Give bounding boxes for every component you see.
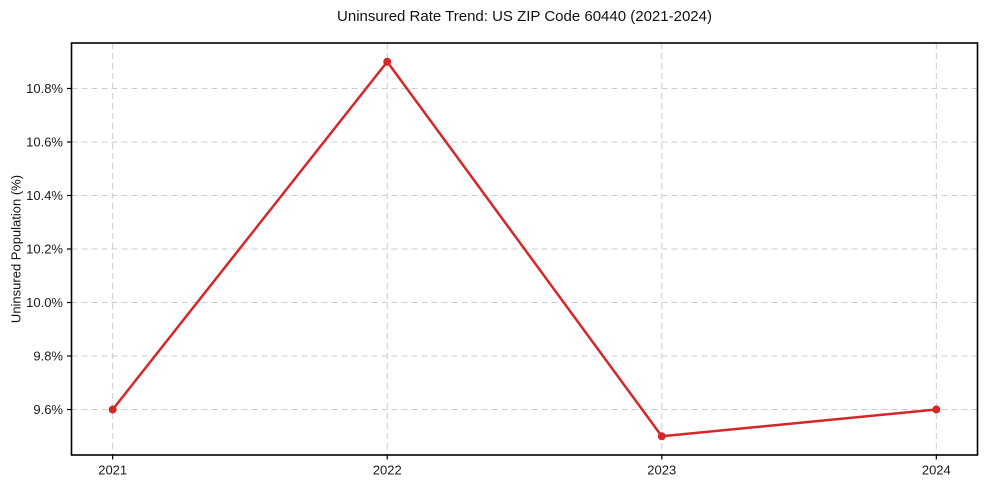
x-tick-label: 2023 <box>647 463 676 478</box>
data-point-2022 <box>383 57 392 66</box>
chart-title: Uninsured Rate Trend: US ZIP Code 60440 … <box>337 8 712 25</box>
y-tick-label: 10.2% <box>26 242 63 257</box>
x-tick-label: 2024 <box>922 463 951 478</box>
y-tick-label: 9.6% <box>33 402 63 417</box>
y-tick-label: 10.4% <box>26 188 63 203</box>
y-tick-label: 9.8% <box>33 349 63 364</box>
data-point-2023 <box>657 432 666 441</box>
data-point-2024 <box>932 405 941 414</box>
grid-lines <box>71 43 978 455</box>
x-tick-label: 2022 <box>373 463 402 478</box>
y-axis: 9.6% 9.8% 10.0% 10.2% 10.4% 10.6% 10.8% <box>26 81 72 417</box>
data-line <box>111 60 938 438</box>
y-tick-label: 10.6% <box>26 135 63 150</box>
y-tick-label: 10.8% <box>26 81 63 96</box>
x-tick-label: 2021 <box>98 463 127 478</box>
x-axis: 2021 2022 2023 2024 <box>98 455 951 478</box>
y-axis-label: Uninsured Population (%) <box>8 174 24 324</box>
data-point-2021 <box>108 405 117 414</box>
y-tick-label: 10.0% <box>26 295 63 310</box>
